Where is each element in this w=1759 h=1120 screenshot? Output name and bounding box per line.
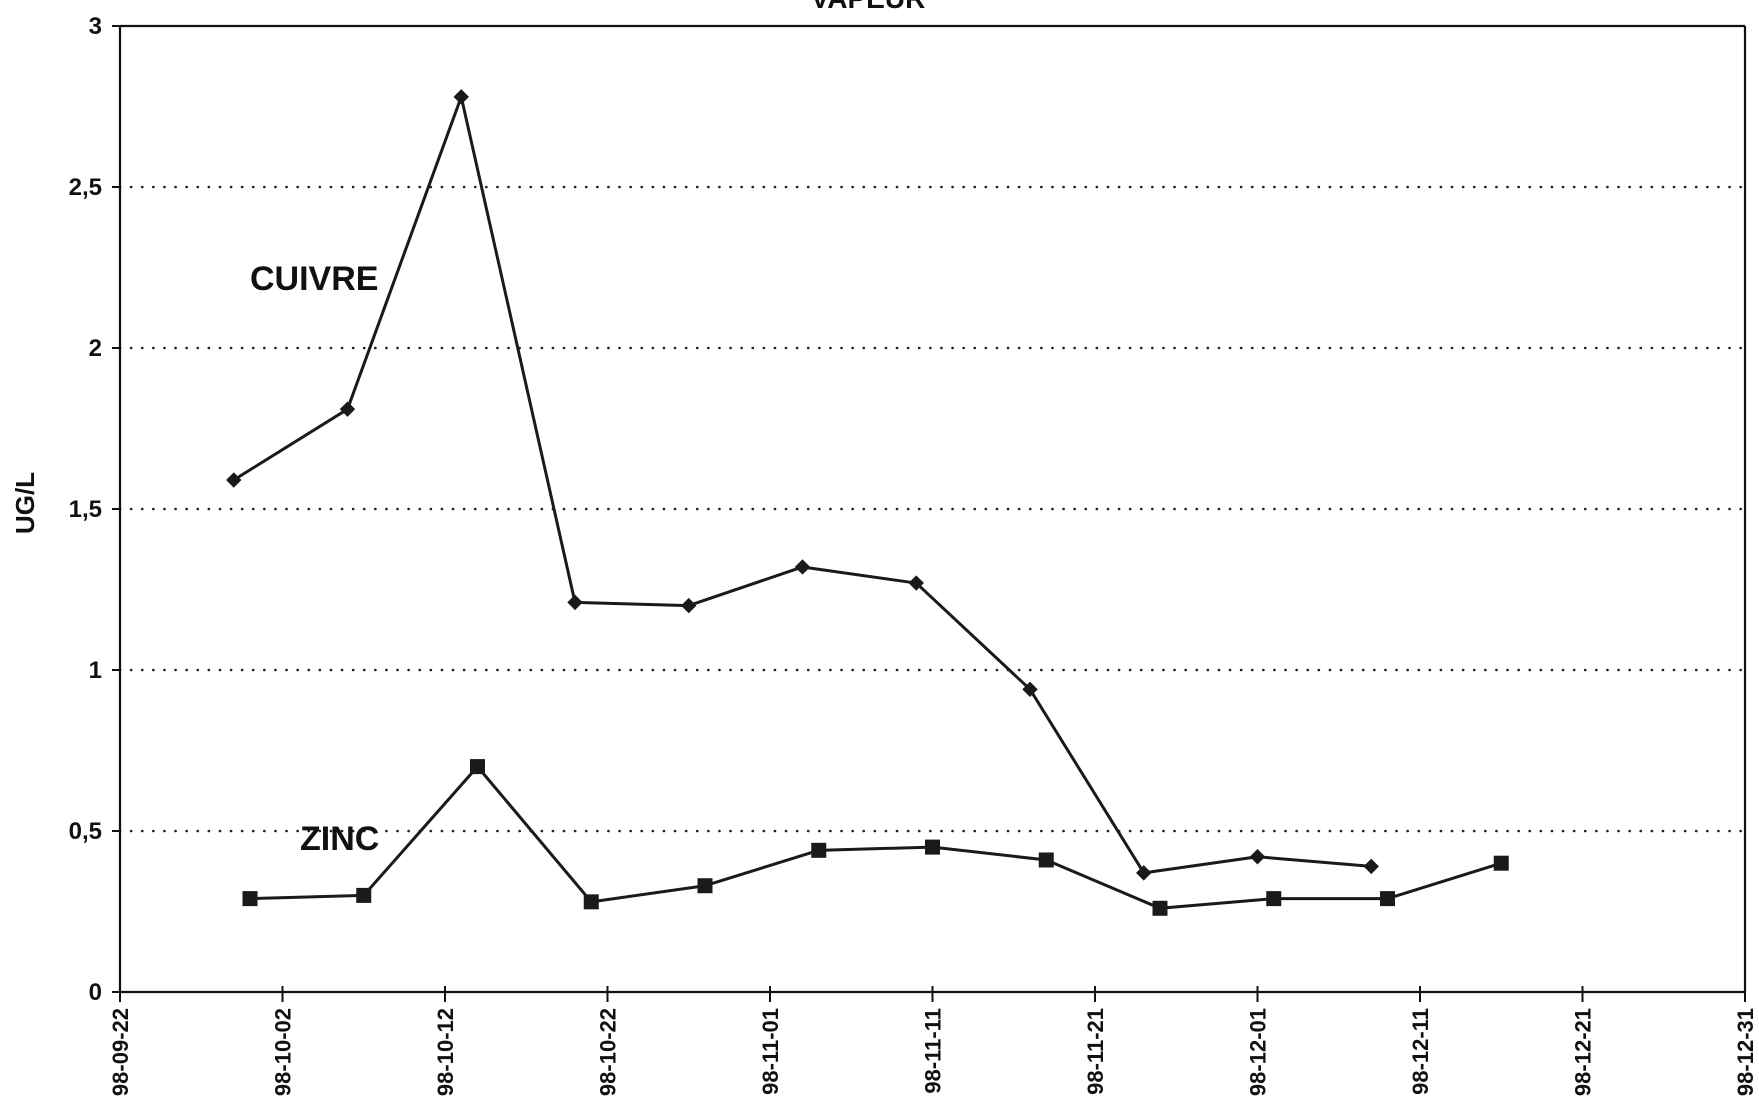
x-tick-label: 98-12-01 [1246,1008,1271,1096]
series-label-cuivre: CUIVRE [250,260,378,298]
y-axis-ticks: 0 0,5 1 1,5 2 2,5 3 [69,13,120,1006]
data-point [226,472,242,488]
y-tick-label: 0 [89,979,102,1006]
data-point [339,401,356,417]
data-point [697,878,713,894]
series-cuivre: CUIVRE [226,89,1379,881]
series-layer: CUIVRE ZINC [226,89,1509,916]
series-line-cuivre [232,95,1372,875]
y-tick-label: 2,5 [69,174,102,201]
data-point [356,887,372,903]
series-label-zinc: ZINC [300,820,379,858]
x-tick-label: 98-10-02 [271,1008,296,1096]
series-zinc: ZINC [242,759,1509,916]
y-tick-label: 1 [89,657,102,684]
data-point [1380,891,1395,907]
data-point [794,559,811,575]
data-point [1249,849,1266,865]
x-tick-label: 98-11-01 [758,1008,783,1095]
x-tick-label: 98-12-11 [1408,1008,1433,1095]
data-point [453,89,469,105]
x-tick-label: 98-10-22 [596,1008,621,1096]
data-point [1363,858,1379,875]
y-tick-label: 3 [89,13,102,40]
data-point [567,594,583,611]
y-tick-label: 0,5 [69,818,102,845]
data-point [908,575,924,591]
data-point [681,597,697,614]
data-point [1136,865,1152,881]
y-axis-title: UG/L [10,472,40,534]
data-point [1493,855,1509,871]
data-point [470,759,485,775]
x-tick-label: 98-12-21 [1571,1008,1596,1096]
x-tick-label: 98-09-22 [108,1008,133,1096]
x-tick-label: 98-12-31 [1733,1008,1758,1096]
data-point [1022,681,1038,698]
data-point [242,891,258,907]
data-point [1038,852,1054,868]
y-tick-label: 2 [89,335,102,362]
grid-lines [118,185,1747,833]
x-tick-label: 98-10-12 [433,1008,458,1096]
y-tick-label: 1,5 [69,496,102,523]
data-point [925,839,940,855]
x-axis-ticks: 98-09-22 98-10-02 98-10-12 98-10-22 98-11-01… [108,986,1758,1096]
chart-title: VAPEUR [811,0,926,14]
data-point [583,894,599,910]
x-tick-label: 98-11-11 [921,1008,946,1094]
x-tick-label: 98-11-21 [1083,1008,1108,1095]
series-line-zinc [249,765,1502,910]
data-point [811,842,827,858]
data-point [1152,900,1168,916]
data-point [1266,891,1282,907]
